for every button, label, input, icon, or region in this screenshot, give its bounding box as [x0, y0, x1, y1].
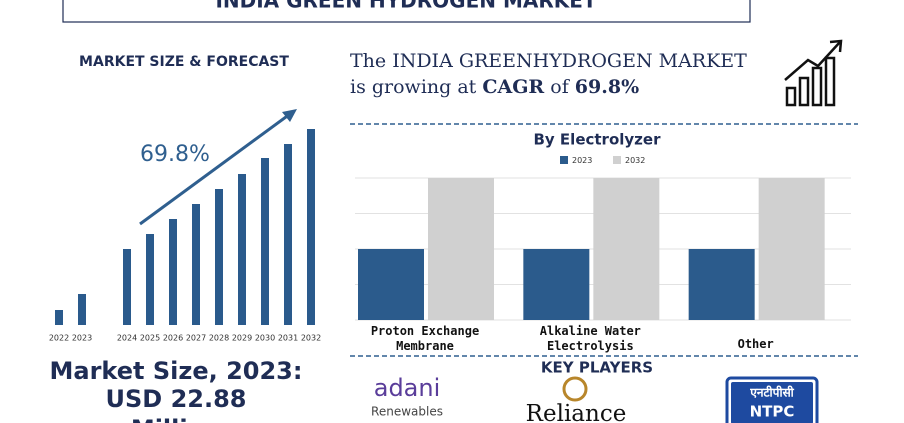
x-tick-label: 2028	[209, 334, 229, 343]
bar	[192, 204, 200, 325]
key-players-title: KEY PLAYERS	[541, 359, 653, 377]
bar	[78, 294, 86, 325]
bar	[123, 249, 131, 325]
cagr-annotation: 69.8%	[140, 142, 210, 167]
bar	[55, 310, 63, 325]
title-box	[62, 0, 751, 23]
x-tick-label: 2030	[255, 334, 275, 343]
x-tick-label: 2031	[278, 334, 298, 343]
bar	[523, 249, 590, 320]
bar	[428, 178, 494, 320]
reliance-logo: Reliance	[526, 401, 627, 423]
legend-swatch	[560, 156, 568, 164]
bar	[146, 234, 154, 325]
growth-icon	[784, 39, 843, 107]
headline-text: of	[544, 76, 575, 98]
x-tick-label: 2024	[117, 334, 137, 343]
bar	[593, 178, 660, 320]
headline-line1: The INDIA GREENHYDROGEN MARKET	[350, 50, 747, 72]
x-category-label: Proton Exchange Membrane	[371, 324, 479, 353]
x-tick-label: 2029	[232, 334, 252, 343]
arrow-head	[282, 109, 297, 122]
headline-rate: 69.8%	[575, 76, 639, 98]
bar	[758, 178, 825, 320]
x-tick-label: 2023	[72, 334, 92, 343]
x-tick-label: 2027	[186, 334, 206, 343]
x-tick-label: 2025	[140, 334, 160, 343]
legend-label: 2032	[625, 156, 645, 165]
adani-logo: adani	[374, 374, 441, 402]
ntpc-logo-fill	[731, 382, 813, 423]
bar	[215, 189, 223, 325]
adani-sub: Renewables	[371, 405, 443, 419]
ntpc-hindi: एनटीपीसी	[749, 386, 794, 400]
bar	[688, 249, 755, 320]
bar	[169, 219, 177, 325]
forecast-title: MARKET SIZE & FORECAST	[79, 54, 289, 70]
growth-arrow	[139, 112, 291, 226]
page-title: INDIA GREEN HYDROGEN MARKET	[215, 0, 596, 13]
bar	[261, 158, 269, 325]
legend-swatch	[613, 156, 621, 164]
bar	[358, 249, 424, 320]
ntpc-name: NTPC	[750, 403, 795, 421]
bar	[307, 129, 315, 325]
x-tick-label: 2032	[301, 334, 321, 343]
bar	[284, 144, 292, 325]
headline-text: is growing at	[350, 76, 482, 98]
bar	[238, 174, 246, 325]
headline-line2: is growing at CAGR of 69.8%	[350, 76, 639, 98]
market-size-unit: Million	[131, 415, 221, 423]
electrolyzer-title: By Electrolyzer	[534, 131, 662, 149]
x-category-label: Alkaline Water Electrolysis	[540, 324, 641, 353]
reliance-icon	[562, 376, 588, 402]
x-category-label: Other	[738, 337, 774, 351]
headline-cagr: CAGR	[482, 76, 544, 98]
x-tick-label: 2022	[49, 334, 69, 343]
x-tick-label: 2026	[163, 334, 183, 343]
market-size-label: Market Size, 2023:	[50, 357, 303, 385]
legend-label: 2023	[572, 156, 592, 165]
market-size-value: USD 22.88	[106, 385, 247, 413]
